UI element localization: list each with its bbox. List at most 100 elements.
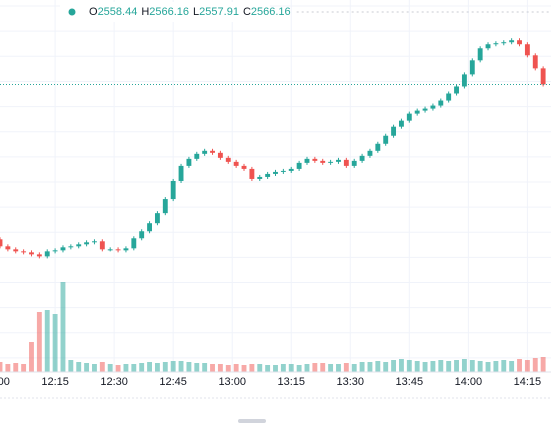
legend-value: 2558.44 bbox=[98, 6, 138, 18]
volume-bar bbox=[225, 365, 231, 372]
volume-bar bbox=[343, 363, 349, 372]
volume-layer bbox=[0, 282, 546, 372]
volume-bar bbox=[99, 362, 105, 372]
volume-bar bbox=[399, 359, 404, 372]
volume-bar bbox=[280, 364, 286, 372]
candle-body bbox=[68, 246, 74, 248]
candle-body bbox=[296, 162, 302, 169]
volume-bar bbox=[493, 361, 499, 372]
volume-bar bbox=[5, 364, 11, 372]
volume-bar bbox=[170, 361, 176, 372]
volume-bar bbox=[469, 360, 475, 372]
volume-bar bbox=[217, 364, 223, 372]
candle-body bbox=[76, 244, 82, 247]
candle-layer bbox=[0, 38, 551, 259]
legend-label: C bbox=[243, 6, 251, 18]
x-tick-label: 13:00 bbox=[218, 376, 246, 388]
candle-body bbox=[304, 158, 310, 163]
candle-body bbox=[194, 153, 200, 159]
volume-bar bbox=[202, 363, 208, 372]
grid bbox=[0, 0, 551, 372]
volume-bar bbox=[0, 362, 3, 372]
candle-body bbox=[217, 152, 223, 158]
candle-body bbox=[5, 246, 11, 250]
candle-body bbox=[162, 199, 168, 214]
candle-body bbox=[477, 48, 483, 61]
volume-bar bbox=[194, 363, 200, 372]
candle-body bbox=[485, 44, 491, 49]
volume-bar bbox=[257, 364, 263, 372]
volume-bar bbox=[454, 360, 459, 372]
x-tick-label: 12:00 bbox=[0, 376, 10, 388]
candle-body bbox=[359, 155, 365, 161]
legend: O 2558.44 H 2566.16 L 2557.91 C 2566.16 bbox=[60, 2, 551, 22]
candle-body bbox=[225, 157, 231, 162]
candle-body bbox=[147, 223, 152, 232]
candle-body bbox=[249, 168, 255, 179]
volume-bar bbox=[461, 359, 467, 372]
candle-body bbox=[517, 40, 522, 45]
volume-bar bbox=[131, 364, 137, 372]
volume-bar bbox=[123, 364, 129, 372]
volume-bar bbox=[359, 362, 365, 372]
legend-dot bbox=[68, 8, 76, 16]
volume-bar bbox=[312, 363, 318, 372]
volume-bar bbox=[84, 363, 90, 372]
candle-body bbox=[328, 161, 334, 163]
candle-body bbox=[493, 43, 499, 45]
x-tick-label: 13:15 bbox=[277, 376, 305, 388]
candle-body bbox=[265, 173, 271, 177]
volume-bar bbox=[233, 364, 239, 372]
volume-bar bbox=[154, 363, 160, 372]
volume-bar bbox=[517, 359, 522, 372]
legend-value: 2566.16 bbox=[251, 6, 291, 18]
legend-value: 2557.91 bbox=[199, 6, 239, 18]
candle-body bbox=[154, 213, 160, 224]
candle-body bbox=[21, 251, 27, 253]
candle-body bbox=[320, 160, 326, 163]
legend-value: 2566.16 bbox=[149, 6, 189, 18]
volume-bar bbox=[288, 364, 294, 372]
candle-body bbox=[202, 150, 208, 154]
candle-body bbox=[36, 254, 42, 257]
volume-bar bbox=[68, 360, 74, 372]
candle-body bbox=[336, 159, 341, 162]
volume-bar bbox=[422, 362, 428, 372]
candle-body bbox=[178, 165, 184, 181]
volume-bar bbox=[509, 361, 515, 372]
scroll-grip[interactable] bbox=[238, 419, 266, 423]
volume-bar bbox=[328, 364, 334, 372]
volume-bar bbox=[76, 362, 82, 372]
volume-bar bbox=[241, 365, 247, 372]
candle-body bbox=[131, 238, 137, 249]
candle-body bbox=[107, 249, 113, 251]
candle-body bbox=[123, 248, 129, 251]
candle-body bbox=[524, 44, 530, 56]
volume-bar bbox=[178, 361, 184, 372]
candle-body bbox=[509, 40, 515, 43]
candle-body bbox=[501, 42, 507, 44]
candle-body bbox=[170, 180, 176, 200]
legend-label: O bbox=[89, 6, 98, 18]
volume-bar bbox=[304, 364, 310, 372]
volume-bar bbox=[115, 365, 121, 372]
volume-bar bbox=[532, 358, 538, 372]
volume-bar bbox=[296, 365, 302, 372]
candle-body bbox=[139, 231, 145, 239]
candle-body bbox=[343, 159, 349, 166]
volume-bar bbox=[162, 362, 168, 372]
volume-bar bbox=[60, 282, 66, 372]
candle-body bbox=[406, 113, 412, 121]
candle-body bbox=[99, 241, 105, 250]
volume-bar bbox=[430, 361, 436, 372]
candle-body bbox=[540, 68, 546, 85]
volume-bar bbox=[446, 361, 452, 372]
candle-body bbox=[233, 161, 239, 166]
candle-body bbox=[454, 86, 459, 94]
volume-bar bbox=[147, 362, 152, 372]
candle-body bbox=[273, 171, 278, 174]
candle-body bbox=[84, 242, 90, 245]
